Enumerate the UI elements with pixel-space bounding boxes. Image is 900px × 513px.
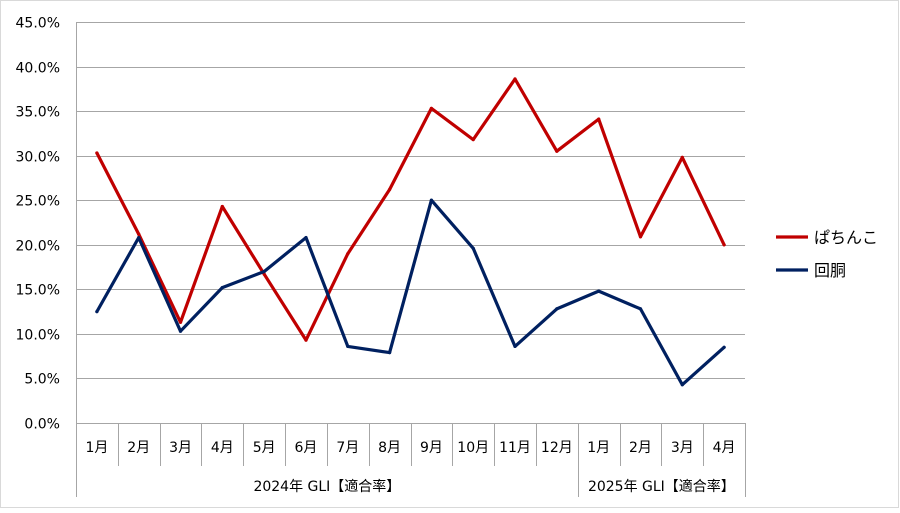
data-point <box>388 351 392 355</box>
data-point <box>680 383 684 387</box>
x-tick-label: 7月 <box>336 440 359 456</box>
x-tick-label: 8月 <box>378 440 401 456</box>
y-tick-label: 40.0% <box>16 61 60 77</box>
legend-label: 回胴 <box>814 261 846 280</box>
y-tick-label: 20.0% <box>16 239 60 255</box>
data-point <box>137 232 141 236</box>
data-point <box>555 307 559 311</box>
y-tick-label: 45.0% <box>16 16 60 32</box>
x-tick-label: 10月 <box>457 440 489 456</box>
x-tick-label: 6月 <box>295 440 318 456</box>
group-label: 2025年 GLI【適合率】 <box>588 478 735 495</box>
x-tick-label: 2月 <box>629 440 652 456</box>
data-point <box>638 307 643 311</box>
x-tick-label: 4月 <box>713 440 736 456</box>
x-tick-label: 3月 <box>671 440 694 456</box>
y-tick-label: 25.0% <box>16 194 60 210</box>
y-tick-label: 15.0% <box>16 283 60 299</box>
x-tick-label: 1月 <box>85 440 108 456</box>
y-tick-label: 0.0% <box>24 417 60 433</box>
data-point <box>471 246 475 250</box>
data-point <box>597 289 601 293</box>
data-point <box>555 149 559 153</box>
y-tick-label: 35.0% <box>16 105 60 121</box>
series-line-1 <box>95 198 726 387</box>
data-point <box>471 138 475 142</box>
data-point <box>220 286 224 290</box>
data-point <box>178 320 183 324</box>
data-point <box>304 236 308 240</box>
data-point <box>638 235 643 239</box>
data-point <box>722 345 726 349</box>
x-tick-label: 4月 <box>211 440 234 456</box>
data-point <box>513 344 517 348</box>
group-label: 2024年 GLI【適合率】 <box>253 478 400 495</box>
x-tick-label: 2月 <box>127 440 150 456</box>
y-tick-label: 30.0% <box>16 150 60 166</box>
data-point <box>304 338 308 342</box>
data-point <box>597 117 601 121</box>
data-point <box>346 252 350 256</box>
data-point <box>722 243 726 247</box>
series-line-0 <box>95 77 726 342</box>
x-tick-label: 11月 <box>499 440 531 456</box>
data-point <box>680 155 684 159</box>
x-tick-label: 1月 <box>587 440 610 456</box>
legend-label: ぱちんこ <box>814 228 878 247</box>
x-tick-label: 12月 <box>541 440 573 456</box>
data-point <box>429 106 433 110</box>
data-point <box>513 77 517 81</box>
data-point <box>220 204 224 209</box>
x-tick-label: 3月 <box>169 440 192 456</box>
x-tick-label: 5月 <box>253 440 276 456</box>
data-point <box>429 198 433 202</box>
data-point <box>137 236 141 240</box>
data-point <box>95 151 99 155</box>
data-point <box>346 344 350 348</box>
data-point <box>178 329 183 333</box>
y-tick-label: 5.0% <box>24 372 60 388</box>
data-point <box>388 187 392 192</box>
y-tick-label: 10.0% <box>16 328 60 344</box>
x-tick-label: 9月 <box>420 440 443 456</box>
data-point <box>262 269 266 274</box>
data-point <box>95 310 99 314</box>
